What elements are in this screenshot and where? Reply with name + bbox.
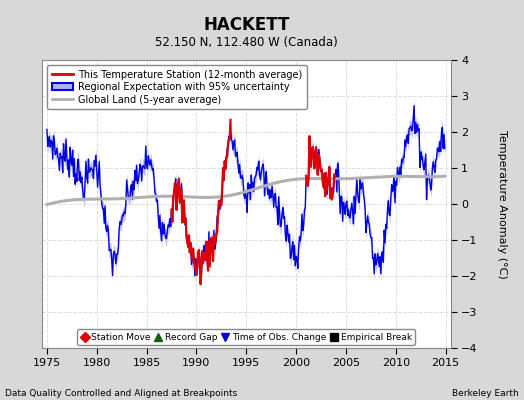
Text: Berkeley Earth: Berkeley Earth [452,389,519,398]
Y-axis label: Temperature Anomaly (°C): Temperature Anomaly (°C) [497,130,507,278]
Text: 52.150 N, 112.480 W (Canada): 52.150 N, 112.480 W (Canada) [155,36,337,49]
Text: Data Quality Controlled and Aligned at Breakpoints: Data Quality Controlled and Aligned at B… [5,389,237,398]
Text: HACKETT: HACKETT [203,16,289,34]
Legend: Station Move, Record Gap, Time of Obs. Change, Empirical Break: Station Move, Record Gap, Time of Obs. C… [77,329,416,345]
